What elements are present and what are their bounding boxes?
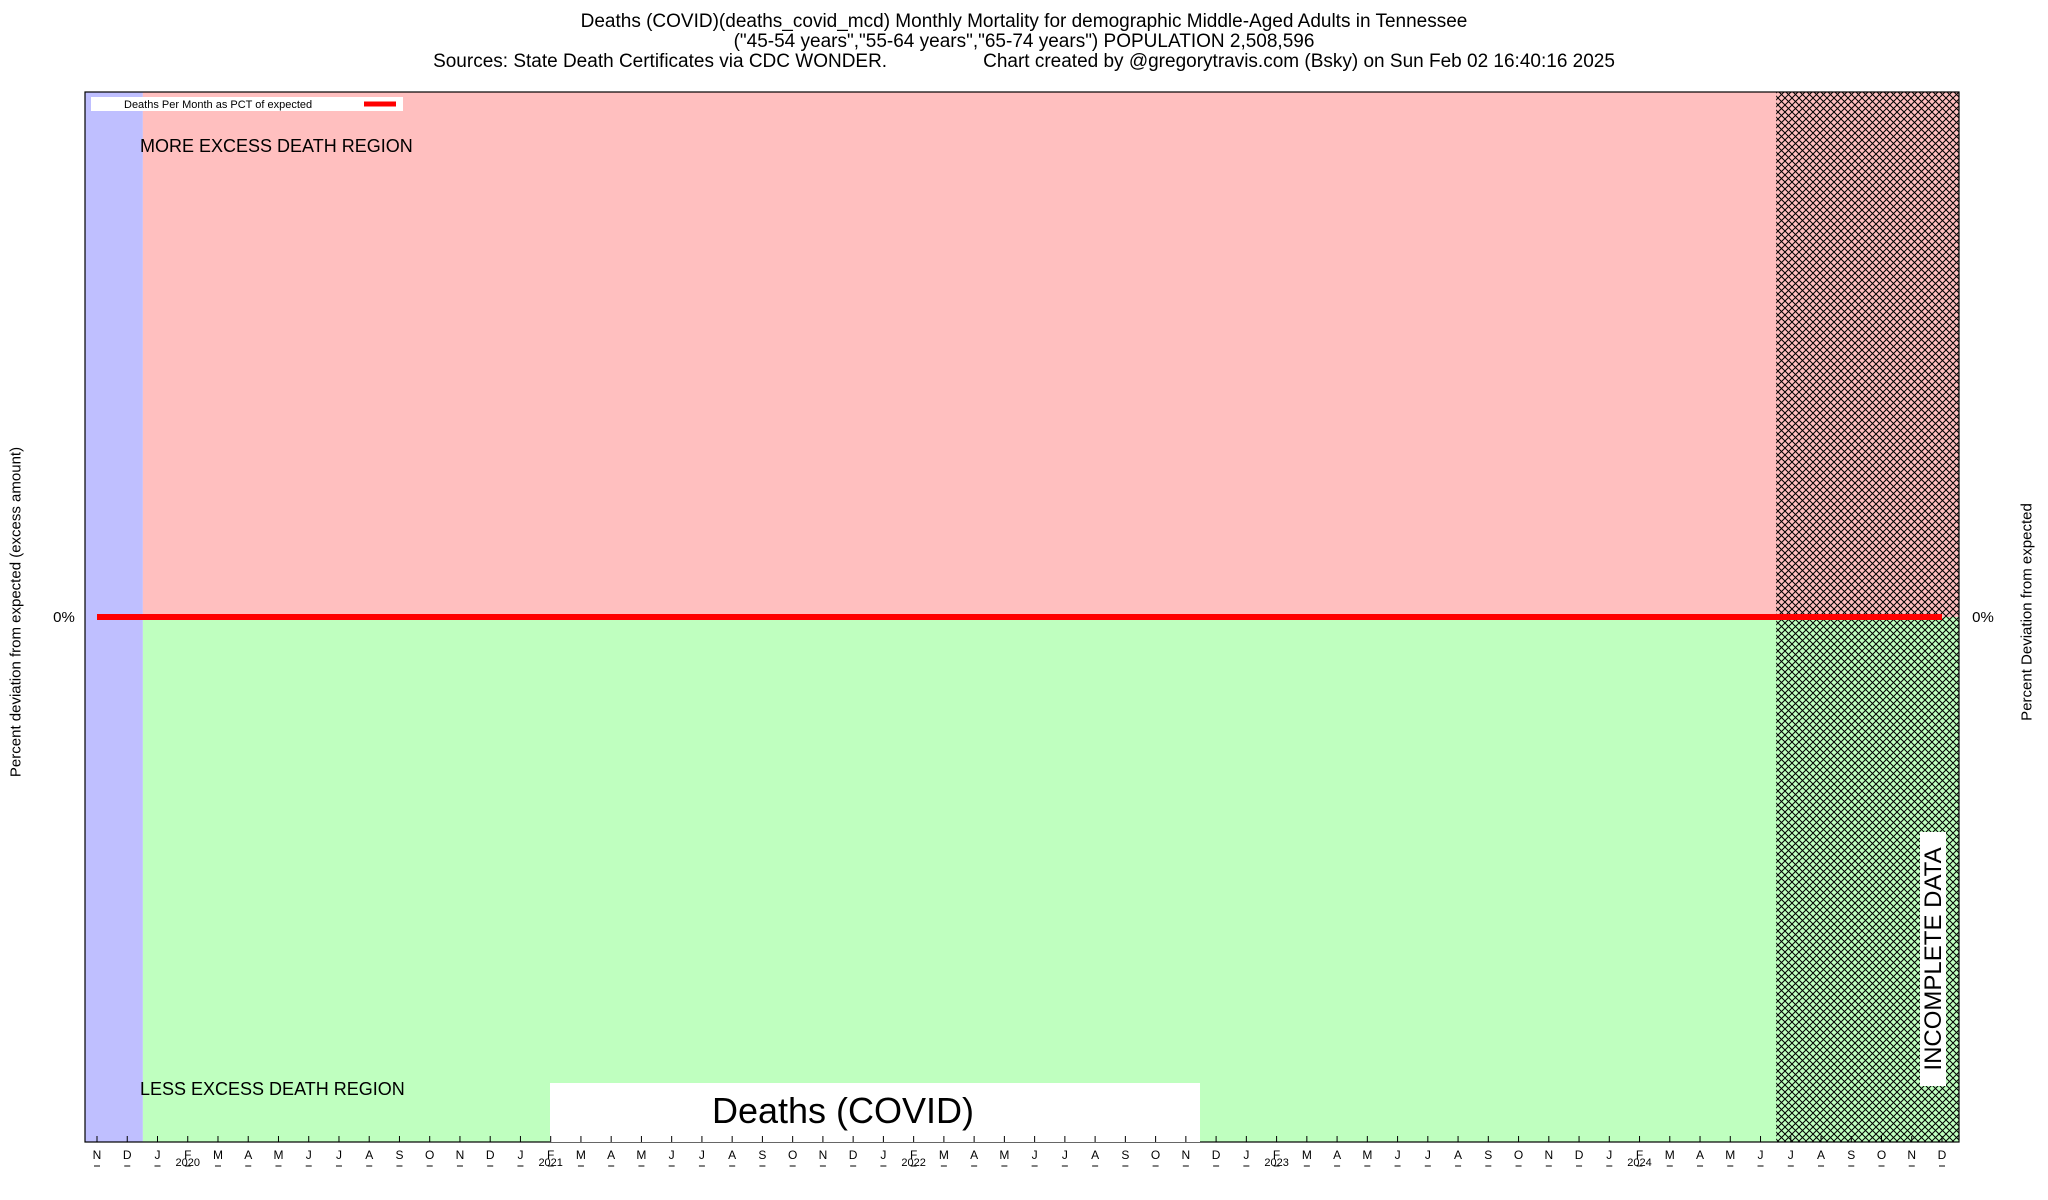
x-tick-label: J: [517, 1148, 523, 1162]
x-tick-label: D: [123, 1148, 132, 1162]
less-excess-label: LESS EXCESS DEATH REGION: [140, 1079, 405, 1099]
x-tick-label: M: [213, 1148, 223, 1162]
x-tick-label: S: [758, 1148, 766, 1162]
x-tick-label: D: [1938, 1148, 1947, 1162]
x-tick-label: O: [1151, 1148, 1160, 1162]
x-tick-label: M: [1665, 1148, 1675, 1162]
x-tick-label: N: [819, 1148, 828, 1162]
x-tick-label: M: [1302, 1148, 1312, 1162]
x-tick-label: A: [1696, 1148, 1704, 1162]
x-tick-label: A: [607, 1148, 615, 1162]
x-tick-label: N: [1544, 1148, 1553, 1162]
x-tick-label: F: [1636, 1148, 1643, 1162]
x-tick-label: M: [939, 1148, 949, 1162]
x-tick-label: D: [1575, 1148, 1584, 1162]
x-tick-label: S: [1484, 1148, 1492, 1162]
x-tick-label: S: [1847, 1148, 1855, 1162]
x-tick-label: J: [1758, 1148, 1764, 1162]
x-tick-label: A: [1454, 1148, 1462, 1162]
legend-box: [91, 97, 403, 111]
x-tick-label: M: [1362, 1148, 1372, 1162]
x-tick-label: J: [154, 1148, 160, 1162]
x-tick-label: D: [849, 1148, 858, 1162]
x-tick-label: M: [999, 1148, 1009, 1162]
x-tick-label: F: [910, 1148, 917, 1162]
x-year-label: 2023: [1264, 1157, 1288, 1169]
x-year-label: 2022: [901, 1157, 925, 1169]
x-tick-label: J: [880, 1148, 886, 1162]
x-tick-label: A: [1091, 1148, 1099, 1162]
x-tick-label: S: [1121, 1148, 1129, 1162]
more-excess-label: MORE EXCESS DEATH REGION: [140, 136, 413, 156]
x-tick-label: N: [456, 1148, 465, 1162]
x-year-label: 2021: [538, 1157, 562, 1169]
x-tick-label: A: [970, 1148, 978, 1162]
x-tick-label: F: [1273, 1148, 1280, 1162]
x-tick-label: J: [1062, 1148, 1068, 1162]
x-tick-label: J: [1395, 1148, 1401, 1162]
incomplete-label-box: [1920, 832, 1946, 1086]
x-tick-label: N: [93, 1148, 102, 1162]
x-tick-label: F: [547, 1148, 554, 1162]
more-excess-region: [142, 92, 1959, 617]
x-tick-label: F: [184, 1148, 191, 1162]
incomplete-data-label: INCOMPLETE DATA: [1920, 847, 1947, 1070]
x-tick-label: O: [1877, 1148, 1886, 1162]
chart-credit: Chart created by @gregorytravis.com (Bsk…: [983, 51, 1615, 72]
less-excess-region: [142, 617, 1959, 1142]
x-tick-label: O: [425, 1148, 434, 1162]
chart-title: Deaths (COVID)(deaths_covid_mcd) Monthly…: [580, 11, 1468, 32]
y-tick-label-left: 0%: [53, 609, 75, 626]
x-tick-label: D: [1212, 1148, 1221, 1162]
x-tick-label: O: [788, 1148, 797, 1162]
x-tick-label: J: [1606, 1148, 1612, 1162]
legend-label: Deaths Per Month as PCT of expected: [124, 99, 312, 111]
chart-title-block: Deaths (COVID)(deaths_covid_mcd) Monthly…: [0, 12, 2048, 72]
x-tick-label: O: [1514, 1148, 1523, 1162]
chart-subtitle: ("45-54 years","55-64 years","65-74 year…: [733, 31, 1315, 52]
x-tick-label: J: [306, 1148, 312, 1162]
x-tick-label: D: [486, 1148, 495, 1162]
x-tick-label: N: [1182, 1148, 1191, 1162]
x-tick-label: J: [1243, 1148, 1249, 1162]
x-tick-label: N: [1907, 1148, 1916, 1162]
x-tick-label: M: [1725, 1148, 1735, 1162]
x-tick-label: A: [365, 1148, 373, 1162]
chart-sources-line: Sources: State Death Certificates via CD…: [0, 52, 2048, 72]
x-tick-label: M: [636, 1148, 646, 1162]
x-tick-label: A: [728, 1148, 736, 1162]
x-year-label: 2020: [175, 1157, 199, 1169]
watermark-label: Deaths (COVID): [712, 1090, 974, 1131]
x-tick-label: M: [576, 1148, 586, 1162]
x-tick-label: A: [1817, 1148, 1825, 1162]
x-tick-label: J: [1425, 1148, 1431, 1162]
y-tick-label-right: 0%: [1972, 609, 1994, 626]
x-tick-label: J: [699, 1148, 705, 1162]
x-tick-label: A: [244, 1148, 252, 1162]
x-tick-label: J: [1032, 1148, 1038, 1162]
x-tick-label: J: [1788, 1148, 1794, 1162]
x-year-label: 2024: [1627, 1157, 1651, 1169]
x-tick-label: A: [1333, 1148, 1341, 1162]
x-tick-label: S: [395, 1148, 403, 1162]
x-tick-label: M: [273, 1148, 283, 1162]
chart-sources: Sources: State Death Certificates via CD…: [433, 51, 888, 72]
x-tick-label: J: [336, 1148, 342, 1162]
x-tick-label: J: [669, 1148, 675, 1162]
watermark-box: [550, 1083, 1200, 1142]
